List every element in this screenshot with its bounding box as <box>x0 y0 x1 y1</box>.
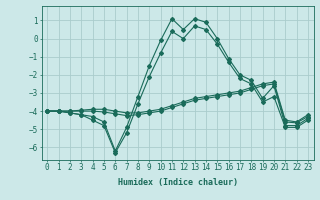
X-axis label: Humidex (Indice chaleur): Humidex (Indice chaleur) <box>118 178 237 187</box>
